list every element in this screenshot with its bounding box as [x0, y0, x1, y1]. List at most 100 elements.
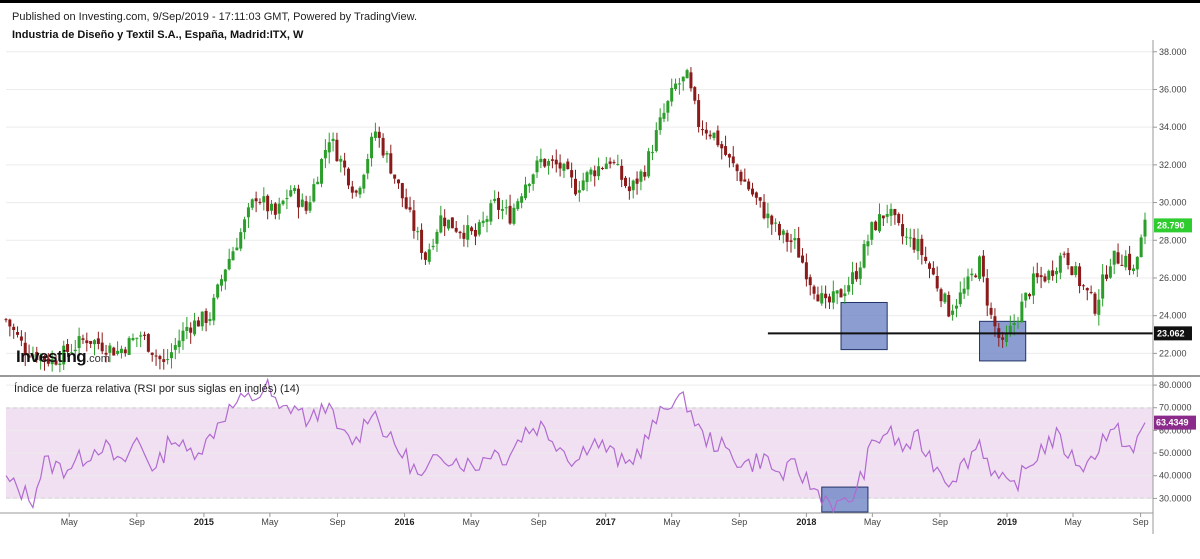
x-tick-label: Sep — [129, 517, 145, 527]
candle-body — [600, 167, 604, 169]
candle-body — [754, 192, 758, 198]
candle-body — [935, 275, 939, 289]
candle-body — [123, 349, 127, 354]
candle-body — [323, 149, 327, 159]
candle-body — [112, 347, 116, 356]
candle-body — [396, 179, 400, 184]
candle-body — [827, 296, 831, 303]
candle-body — [758, 197, 762, 201]
candle-body — [1116, 252, 1120, 264]
candle-body — [716, 130, 720, 146]
candle-body — [589, 169, 593, 175]
candle-body — [1105, 274, 1109, 279]
x-tick-label: May — [1064, 517, 1082, 527]
candle-body — [804, 262, 808, 280]
candle-body — [212, 297, 216, 321]
candle-body — [166, 359, 170, 361]
candle-body — [881, 215, 885, 219]
candle-body — [1051, 270, 1055, 276]
candle-body — [770, 215, 774, 225]
candle-body — [751, 188, 755, 195]
x-tick-label: 2015 — [194, 517, 214, 527]
x-tick-label: Sep — [932, 517, 948, 527]
candle-body — [612, 162, 616, 164]
support-level-tag — [1154, 326, 1192, 341]
rsi-y-tick-label: 40.0000 — [1159, 471, 1192, 481]
candle-body — [250, 199, 254, 208]
x-tick-label: Sep — [329, 517, 345, 527]
x-tick-label: Sep — [1133, 517, 1149, 527]
candle-body — [1054, 270, 1058, 275]
candle-body — [362, 174, 366, 189]
candle-body — [539, 158, 543, 163]
candle-body — [181, 330, 185, 342]
candle-body — [704, 129, 708, 134]
candle-body — [1135, 256, 1139, 270]
candle-body — [497, 197, 501, 210]
last-price-tag — [1154, 218, 1192, 233]
candle-body — [377, 131, 381, 138]
candle-body — [1070, 266, 1074, 276]
candle-body — [143, 334, 147, 336]
candle-body — [516, 201, 520, 209]
candle-body — [266, 195, 270, 212]
candle-body — [400, 183, 404, 199]
candle-body — [1108, 266, 1112, 278]
candle-body — [843, 293, 847, 297]
candle-body — [293, 187, 297, 191]
candle-body — [1062, 253, 1066, 255]
candlestick-series — [4, 67, 1153, 373]
candle-body — [154, 355, 158, 357]
candle-body — [724, 146, 728, 155]
candle-body — [543, 158, 547, 167]
candle-body — [427, 249, 431, 262]
candle-body — [1028, 294, 1032, 297]
highlight-box — [840, 301, 888, 351]
candle-body — [1039, 275, 1043, 278]
candle-body — [243, 219, 247, 233]
candle-body — [985, 278, 989, 306]
candle-body — [85, 340, 89, 344]
rsi-y-tick-label: 30.0000 — [1159, 493, 1192, 503]
last-price-label: 28.790 — [1157, 220, 1185, 230]
candle-body — [523, 184, 527, 199]
x-tick-label: Sep — [731, 517, 747, 527]
candle-body — [489, 203, 493, 222]
candle-body — [970, 273, 974, 276]
candle-body — [135, 337, 139, 339]
candle-body — [912, 237, 916, 250]
candle-body — [720, 144, 724, 149]
x-tick-label: May — [663, 517, 681, 527]
candle-body — [177, 340, 181, 348]
candle-body — [862, 244, 866, 268]
candle-body — [447, 219, 451, 229]
candle-body — [824, 293, 828, 299]
candle-body — [239, 232, 243, 249]
candle-body — [700, 129, 704, 131]
candle-body — [974, 275, 978, 278]
candle-body — [535, 160, 539, 173]
rsi-highlight-box — [821, 486, 869, 513]
candle-body — [639, 171, 643, 182]
candle-body — [339, 158, 343, 162]
candle-body — [58, 363, 62, 365]
candle-body — [223, 269, 227, 282]
candle-body — [547, 161, 551, 166]
candle-body — [554, 159, 558, 165]
candle-body — [512, 207, 516, 224]
candle-body — [285, 198, 289, 200]
rsi-line — [5, 377, 1146, 514]
candle-body — [227, 258, 231, 270]
candle-body — [939, 289, 943, 302]
candle-body — [158, 356, 162, 360]
candle-body — [928, 263, 932, 269]
candle-body — [689, 72, 693, 89]
candle-body — [450, 217, 454, 229]
candle-body — [858, 267, 862, 279]
candle-body — [131, 338, 135, 341]
candle-body — [916, 239, 920, 252]
candle-body — [466, 225, 470, 240]
x-tick-label: 2016 — [395, 517, 415, 527]
axes — [0, 40, 1200, 534]
